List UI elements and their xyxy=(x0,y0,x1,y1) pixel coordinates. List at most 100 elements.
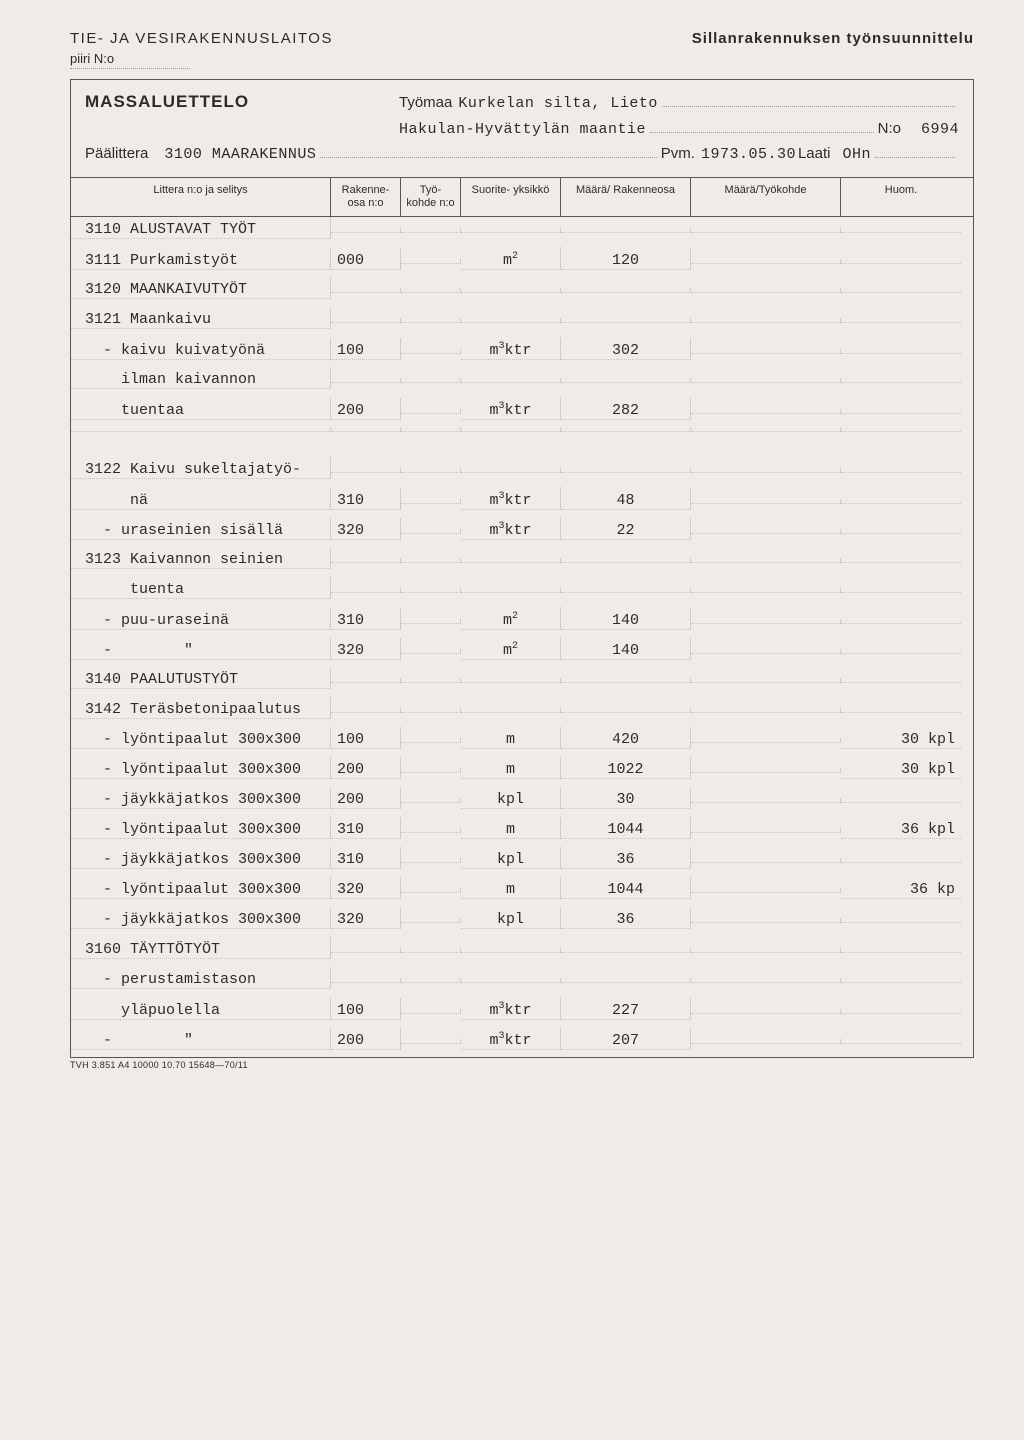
cell-maara-tyokohde xyxy=(691,588,841,593)
no-value: 6994 xyxy=(921,121,959,138)
cell-rakenne: 100 xyxy=(331,727,401,749)
cell-tyokohde xyxy=(401,1039,461,1044)
cell-maara xyxy=(561,588,691,593)
table-row: - puu-uraseinä310m2140 xyxy=(71,607,973,637)
cell-maara: 227 xyxy=(561,998,691,1020)
table-row xyxy=(71,427,973,457)
cell-suorite: kpl xyxy=(461,847,561,869)
cell-rakenne: 100 xyxy=(331,338,401,360)
cell-tyokohde xyxy=(401,858,461,863)
cell-huom xyxy=(841,349,961,354)
cell-tyokohde xyxy=(401,918,461,923)
cell-huom xyxy=(841,228,961,233)
table-row: 3121 Maankaivu xyxy=(71,307,973,337)
cell-maara xyxy=(561,708,691,713)
cell-littera: 3123 Kaivannon seinien xyxy=(71,547,331,569)
cell-tyokohde xyxy=(401,228,461,233)
cell-huom: 36 kpl xyxy=(841,817,961,839)
table-row: 3160 TÄYTTÖTYÖT xyxy=(71,937,973,967)
table-row: - jäykkäjatkos 300x300200kpl30 xyxy=(71,787,973,817)
pvm-label: Pvm. xyxy=(661,145,695,162)
cell-rakenne: 310 xyxy=(331,817,401,839)
cell-maara-tyokohde xyxy=(691,708,841,713)
cell-littera: - " xyxy=(71,1028,331,1050)
table-row: - jäykkäjatkos 300x300320kpl36 xyxy=(71,907,973,937)
cell-maara: 1044 xyxy=(561,817,691,839)
cell-huom xyxy=(841,427,961,432)
dotted-line xyxy=(320,144,656,159)
cell-huom xyxy=(841,1039,961,1044)
table-row: - kaivu kuivatyönä100m3ktr302 xyxy=(71,337,973,367)
cell-maara-tyokohde xyxy=(691,349,841,354)
cell-huom: 36 kp xyxy=(841,877,961,899)
cell-maara: 140 xyxy=(561,608,691,630)
cell-huom xyxy=(841,858,961,863)
header-block: MASSALUETTELO Työmaa Kurkelan silta, Lie… xyxy=(71,92,973,177)
cell-littera: 3121 Maankaivu xyxy=(71,307,331,329)
cell-suorite xyxy=(461,288,561,293)
pvm-value: 1973.05.30 xyxy=(701,146,796,163)
col-rakenne: Rakenne- osa n:o xyxy=(331,178,401,216)
cell-maara: 302 xyxy=(561,338,691,360)
cell-suorite: m xyxy=(461,727,561,749)
cell-maara-tyokohde xyxy=(691,318,841,323)
cell-huom xyxy=(841,918,961,923)
table-row: - lyöntipaalut 300x300310m104436 kpl xyxy=(71,817,973,847)
page: TIE- JA VESIRAKENNUSLAITOS Sillanrakennu… xyxy=(0,0,1024,1440)
cell-rakenne xyxy=(331,228,401,233)
footer-print-code: TVH 3.851 A4 10000 10.70 15648—70/11 xyxy=(70,1060,974,1070)
form-title: MASSALUETTELO xyxy=(85,92,249,112)
cell-rakenne xyxy=(331,948,401,953)
col-tyokohde: Työ- kohde n:o xyxy=(401,178,461,216)
cell-tyokohde xyxy=(401,499,461,504)
cell-tyokohde xyxy=(401,888,461,893)
cell-rakenne: 200 xyxy=(331,757,401,779)
cell-maara xyxy=(561,288,691,293)
cell-suorite xyxy=(461,708,561,713)
cell-maara-tyokohde xyxy=(691,529,841,534)
cell-littera: 3160 TÄYTTÖTYÖT xyxy=(71,937,331,959)
cell-maara-tyokohde xyxy=(691,678,841,683)
cell-suorite xyxy=(461,558,561,563)
cell-littera: 3140 PAALUTUSTYÖT xyxy=(71,667,331,689)
cell-rakenne xyxy=(331,318,401,323)
cell-suorite: m3ktr xyxy=(461,337,561,360)
cell-maara-tyokohde xyxy=(691,1039,841,1044)
cell-maara-tyokohde xyxy=(691,378,841,383)
cell-maara: 420 xyxy=(561,727,691,749)
cell-rakenne: 100 xyxy=(331,998,401,1020)
cell-suorite xyxy=(461,588,561,593)
col-huom: Huom. xyxy=(841,178,961,216)
dotted-line xyxy=(875,144,955,159)
cell-rakenne xyxy=(331,427,401,432)
cell-huom: 30 kpl xyxy=(841,757,961,779)
cell-maara-tyokohde xyxy=(691,798,841,803)
cell-huom xyxy=(841,259,961,264)
cell-suorite: m3ktr xyxy=(461,997,561,1020)
cell-rakenne: 200 xyxy=(331,787,401,809)
cell-maara xyxy=(561,948,691,953)
cell-maara-tyokohde xyxy=(691,228,841,233)
cell-maara-tyokohde xyxy=(691,259,841,264)
tyomaa-value: Kurkelan silta, Lieto xyxy=(458,95,658,112)
table-row: - "320m2140 xyxy=(71,637,973,667)
table-row: - lyöntipaalut 300x300200m102230 kpl xyxy=(71,757,973,787)
cell-rakenne: 320 xyxy=(331,907,401,929)
cell-huom xyxy=(841,948,961,953)
cell-maara: 207 xyxy=(561,1028,691,1050)
cell-maara: 282 xyxy=(561,398,691,420)
cell-rakenne: 320 xyxy=(331,877,401,899)
cell-maara-tyokohde xyxy=(691,649,841,654)
cell-maara xyxy=(561,978,691,983)
cell-huom xyxy=(841,499,961,504)
cell-littera: - lyöntipaalut 300x300 xyxy=(71,817,331,839)
cell-maara-tyokohde xyxy=(691,427,841,432)
cell-huom xyxy=(841,558,961,563)
table-row: - perustamistason xyxy=(71,967,973,997)
cell-maara-tyokohde xyxy=(691,468,841,473)
cell-rakenne xyxy=(331,378,401,383)
cell-littera: 3122 Kaivu sukeltajatyö- xyxy=(71,457,331,479)
cell-suorite xyxy=(461,678,561,683)
cell-huom xyxy=(841,468,961,473)
dotted-line xyxy=(662,93,955,108)
